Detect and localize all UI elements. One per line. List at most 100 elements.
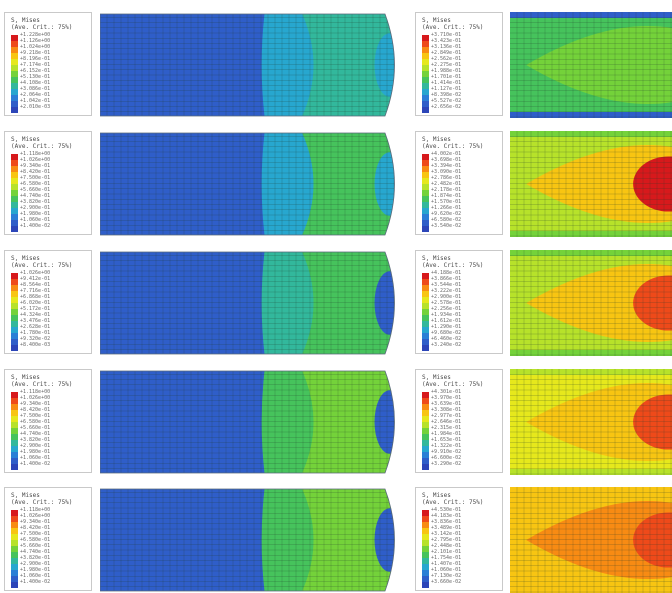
legend-value: +8.196e-01 (20, 56, 51, 62)
legend-color-swatch (11, 303, 18, 309)
legend-value: +3.086e-01 (20, 86, 51, 92)
legend-box: S, Mises (Ave. Crit.: 75%) +1.118e+00 +1.… (4, 369, 92, 473)
legend-color-swatch (422, 345, 429, 351)
legend-value: +1.701e-01 (431, 74, 462, 80)
stress-band (510, 112, 672, 118)
legend-color-swatch (11, 422, 18, 428)
legend-value: +1.026e+00 (20, 513, 51, 519)
mesh-grid (100, 133, 395, 235)
legend-value: +3.820e-01 (20, 437, 51, 443)
legend-color-swatch (422, 41, 429, 47)
legend-color-swatch (11, 576, 18, 582)
legend-value: +4.183e-01 (431, 513, 462, 519)
legend-box: S, Mises (Ave. Crit.: 75%) +4.530e-01 +4.… (415, 487, 503, 591)
legend-color-swatch (422, 196, 429, 202)
legend-value: +1.060e-01 (431, 567, 462, 573)
legend-value: +1.780e-01 (20, 330, 51, 336)
legend-colorbar (422, 35, 429, 113)
legend-value: +2.628e-01 (20, 324, 51, 330)
legend-value: +3.476e-01 (20, 318, 51, 324)
legend-color-swatch (422, 422, 429, 428)
legend-title: S, Mises (11, 374, 40, 381)
legend-title: S, Mises (422, 255, 451, 262)
legend-value: +2.900e-01 (20, 443, 51, 449)
contour-svg (510, 487, 672, 593)
stress-band (526, 382, 672, 462)
legend-color-swatch (422, 315, 429, 321)
legend-colorbar (422, 510, 429, 588)
legend-color-swatch (422, 220, 429, 226)
legend-color-swatch (11, 327, 18, 333)
legend-color-swatch (11, 226, 18, 232)
legend-color-swatch (11, 522, 18, 528)
legend-color-swatch (422, 558, 429, 564)
legend-color-swatch (422, 208, 429, 214)
legend-value: +6.600e-02 (431, 455, 462, 461)
legend-color-swatch (422, 516, 429, 522)
contour-plot (100, 12, 405, 118)
legend-color-swatch (422, 410, 429, 416)
stress-band (510, 12, 672, 18)
legend-color-swatch (422, 107, 429, 113)
legend-value: +9.620e-02 (431, 211, 462, 217)
legend-value: +6.460e-02 (431, 336, 462, 342)
legend-color-swatch (422, 95, 429, 101)
legend-values: +1.118e+00 +1.026e+00 +9.340e-01 +8.420e-01… (20, 151, 50, 229)
legend-value: +2.646e-01 (431, 419, 462, 425)
stress-band (510, 131, 672, 137)
contour-plot (510, 131, 672, 237)
legend-color-swatch (11, 154, 18, 160)
legend-color-swatch (422, 184, 429, 190)
legend-value: +4.301e-01 (431, 389, 462, 395)
legend-value: +2.275e-01 (431, 62, 462, 68)
legend-value: +6.580e-01 (20, 419, 51, 425)
legend-color-swatch (422, 576, 429, 582)
legend-value: +4.740e-01 (20, 431, 51, 437)
legend-color-swatch (422, 166, 429, 172)
legend-value: +5.130e-01 (20, 74, 51, 80)
legend-colorbar (11, 392, 18, 470)
contour-plot (100, 487, 405, 593)
legend-colorbar (422, 392, 429, 470)
legend-value: +3.394e-01 (431, 163, 462, 169)
contour-plot (510, 487, 672, 593)
legend-color-swatch (11, 582, 18, 588)
legend-value: +1.024e+00 (20, 44, 51, 50)
legend-value: +1.026e+00 (20, 157, 51, 163)
stress-band (301, 489, 395, 591)
stress-band (301, 14, 395, 116)
legend-color-swatch (422, 440, 429, 446)
legend-color-swatch (11, 540, 18, 546)
legend-box: S, Mises (Ave. Crit.: 75%) +1.118e+00 +1.… (4, 487, 92, 591)
legend-color-swatch (422, 303, 429, 309)
legend-value: +4.188e-01 (431, 270, 462, 276)
legend-color-swatch (422, 226, 429, 232)
legend-value: +1.414e-01 (431, 80, 462, 86)
legend-value: +1.266e-01 (431, 205, 462, 211)
legend-color-swatch (11, 345, 18, 351)
legend-value: +2.178e-01 (431, 187, 462, 193)
legend-color-swatch (11, 166, 18, 172)
legend-value: +1.126e+00 (20, 38, 51, 44)
legend-value: +3.820e-01 (20, 199, 51, 205)
legend-color-swatch (11, 41, 18, 47)
legend-value: +2.900e-01 (20, 561, 51, 567)
legend-value: +4.108e-01 (20, 80, 51, 86)
legend-values: +1.026e+00 +9.412e-01 +8.564e-01 +7.716e-01… (20, 270, 50, 348)
contour-plot (100, 131, 405, 237)
legend-color-swatch (11, 552, 18, 558)
legend-title: S, Mises (422, 136, 451, 143)
contour-svg (510, 131, 672, 237)
legend-subtitle: (Ave. Crit.: 75%) (422, 381, 484, 388)
legend-value: +2.562e-01 (431, 56, 462, 62)
legend-value: +1.127e-01 (431, 86, 462, 92)
legend-color-swatch (422, 434, 429, 440)
legend-color-swatch (11, 516, 18, 522)
legend-box: S, Mises (Ave. Crit.: 75%) +1.026e+00 +9.… (4, 250, 92, 354)
legend-value: +1.570e-01 (431, 199, 462, 205)
legend-color-swatch (422, 564, 429, 570)
legend-value: +3.240e-02 (431, 342, 462, 348)
legend-color-swatch (11, 434, 18, 440)
legend-color-swatch (11, 558, 18, 564)
legend-subtitle: (Ave. Crit.: 75%) (422, 262, 484, 269)
